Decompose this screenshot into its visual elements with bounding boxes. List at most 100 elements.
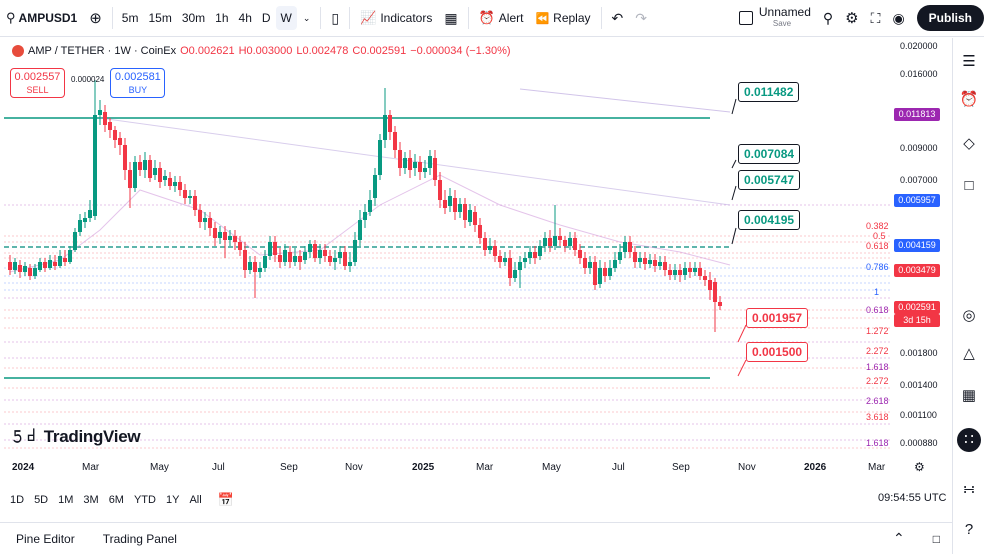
- candle-body: [433, 158, 437, 180]
- candle-body: [443, 200, 447, 208]
- candle-body: [18, 265, 22, 272]
- fib-level-label: 0.5: [873, 231, 886, 241]
- axis-settings-icon[interactable]: ⚙: [914, 460, 925, 474]
- candle-body: [238, 242, 242, 250]
- triangle-icon[interactable]: △: [963, 345, 975, 362]
- chevron-down-icon: ⌄: [302, 12, 311, 23]
- candle-body: [368, 200, 372, 212]
- candle-body: [43, 262, 47, 268]
- replay-button[interactable]: ⏪ Replay: [529, 0, 596, 37]
- interval-4h[interactable]: 4h: [238, 11, 252, 25]
- time-axis-label: Mar: [476, 462, 494, 473]
- sell-button[interactable]: 0.002557 SELL: [10, 68, 65, 98]
- range-3m[interactable]: 3M: [83, 494, 99, 506]
- candle-body: [68, 250, 72, 262]
- price-chart[interactable]: [0, 38, 952, 484]
- price-callout[interactable]: 0.007084: [738, 144, 801, 164]
- candle-body: [128, 170, 132, 188]
- time-axis-label: Nov: [345, 462, 363, 473]
- candle-body: [628, 242, 632, 252]
- calendar-icon[interactable]: ▦: [961, 387, 977, 404]
- time-axis-label: Mar: [868, 462, 886, 473]
- candle-body: [488, 246, 492, 250]
- publish-button[interactable]: Publish: [916, 5, 984, 31]
- interval-d[interactable]: D: [261, 11, 271, 25]
- candle-body: [478, 225, 482, 238]
- interval-15m[interactable]: 15m: [148, 11, 172, 25]
- candle-body: [363, 212, 367, 220]
- chart-legend: AMP / TETHER · 1W · CoinEx O0.002621 H0.…: [12, 45, 511, 57]
- fib-level-label: 0.618: [866, 241, 889, 251]
- maximize-icon[interactable]: □: [932, 531, 940, 546]
- layout-save[interactable]: Unnamed Save: [733, 0, 817, 37]
- interval-w[interactable]: W: [275, 6, 297, 30]
- redo-icon: ↷: [635, 9, 647, 26]
- interval-5m[interactable]: 5m: [121, 11, 139, 25]
- legend-pair[interactable]: AMP / TETHER · 1W · CoinEx: [28, 45, 177, 57]
- candle-body: [308, 244, 312, 252]
- candle-body: [678, 270, 682, 275]
- undo-button[interactable]: ↶: [606, 0, 630, 37]
- candle-body: [473, 212, 477, 225]
- range-ytd[interactable]: YTD: [133, 494, 156, 506]
- fib-level-label: 3.618: [866, 412, 889, 422]
- trade-buttons: 0.002557 SELL 0.000024 0.002581 BUY: [10, 68, 166, 98]
- indicators-label: Indicators: [380, 11, 433, 25]
- chart-type-button[interactable]: ▯: [325, 0, 345, 37]
- range-all[interactable]: All: [189, 494, 202, 506]
- clock[interactable]: 09:54:55 UTC: [878, 492, 947, 504]
- alarm-clock-icon[interactable]: ⏰: [959, 91, 979, 108]
- legend-change: −0.000034 (−1.30%): [410, 45, 511, 57]
- price-callout[interactable]: 0.011482: [738, 82, 800, 102]
- apps-grid-icon[interactable]: ∷: [957, 428, 981, 452]
- range-6m[interactable]: 6M: [108, 494, 124, 506]
- candle-body: [78, 220, 82, 232]
- buy-button[interactable]: 0.002581 BUY: [110, 68, 166, 98]
- tab-trading-panel[interactable]: Trading Panel: [102, 531, 177, 546]
- candle-body: [223, 232, 227, 240]
- symbol-name: AMPUSD1: [18, 11, 78, 25]
- compare-symbol-button[interactable]: ⊕: [83, 0, 108, 37]
- templates-button[interactable]: ▦: [438, 0, 463, 37]
- interval-30m[interactable]: 30m: [181, 11, 206, 25]
- tab-pine-editor[interactable]: Pine Editor: [16, 531, 75, 546]
- snapshot-button[interactable]: ◉: [886, 0, 910, 37]
- callout-pointer: [731, 159, 737, 169]
- camera-icon: ◉: [892, 9, 905, 26]
- indicators-button[interactable]: 📈 Indicators: [354, 0, 438, 37]
- time-axis[interactable]: 2024 Mar May Jul Sep Nov 2025 Mar May Ju…: [0, 459, 952, 477]
- fullscreen-button[interactable]: ⛶: [865, 0, 887, 37]
- price-callout[interactable]: 0.005747: [738, 170, 801, 190]
- symbol-search[interactable]: ⚲ AMPUSD1: [0, 0, 83, 37]
- candle-body: [618, 252, 622, 260]
- alert-button[interactable]: ⏰ Alert: [473, 0, 530, 37]
- range-1m[interactable]: 1M: [58, 494, 74, 506]
- candle-body: [718, 302, 722, 306]
- help-icon[interactable]: ?: [964, 521, 974, 538]
- chat-icon[interactable]: □: [964, 177, 974, 194]
- target-icon[interactable]: ◎: [962, 307, 976, 324]
- range-5d[interactable]: 5D: [34, 494, 49, 506]
- candle-body: [408, 158, 412, 170]
- broadcast-icon[interactable]: ∺: [962, 481, 976, 498]
- interval-1h[interactable]: 1h: [215, 11, 229, 25]
- layers-icon[interactable]: ◇: [963, 135, 975, 152]
- candle-body: [633, 252, 637, 262]
- candle-body: [598, 268, 602, 284]
- calendar-icon[interactable]: 📅: [217, 492, 234, 507]
- quick-search-button[interactable]: ⚲: [817, 0, 839, 37]
- range-1d[interactable]: 1D: [10, 494, 25, 506]
- price-callout[interactable]: 0.001957: [746, 308, 809, 328]
- settings-button[interactable]: ⚙: [839, 0, 864, 37]
- range-1y[interactable]: 1Y: [165, 494, 180, 506]
- time-axis-label: Sep: [672, 462, 690, 473]
- watchlist-icon[interactable]: ☰: [962, 53, 976, 70]
- price-callout[interactable]: 0.004195: [738, 210, 801, 230]
- chevron-up-icon[interactable]: ⌃: [893, 530, 905, 546]
- candle-body: [323, 250, 327, 256]
- candle-body: [453, 198, 457, 212]
- candle-body: [343, 252, 347, 266]
- interval-dropdown[interactable]: ⌄: [297, 0, 317, 37]
- price-callout[interactable]: 0.001500: [746, 342, 809, 362]
- redo-button[interactable]: ↷: [629, 0, 653, 37]
